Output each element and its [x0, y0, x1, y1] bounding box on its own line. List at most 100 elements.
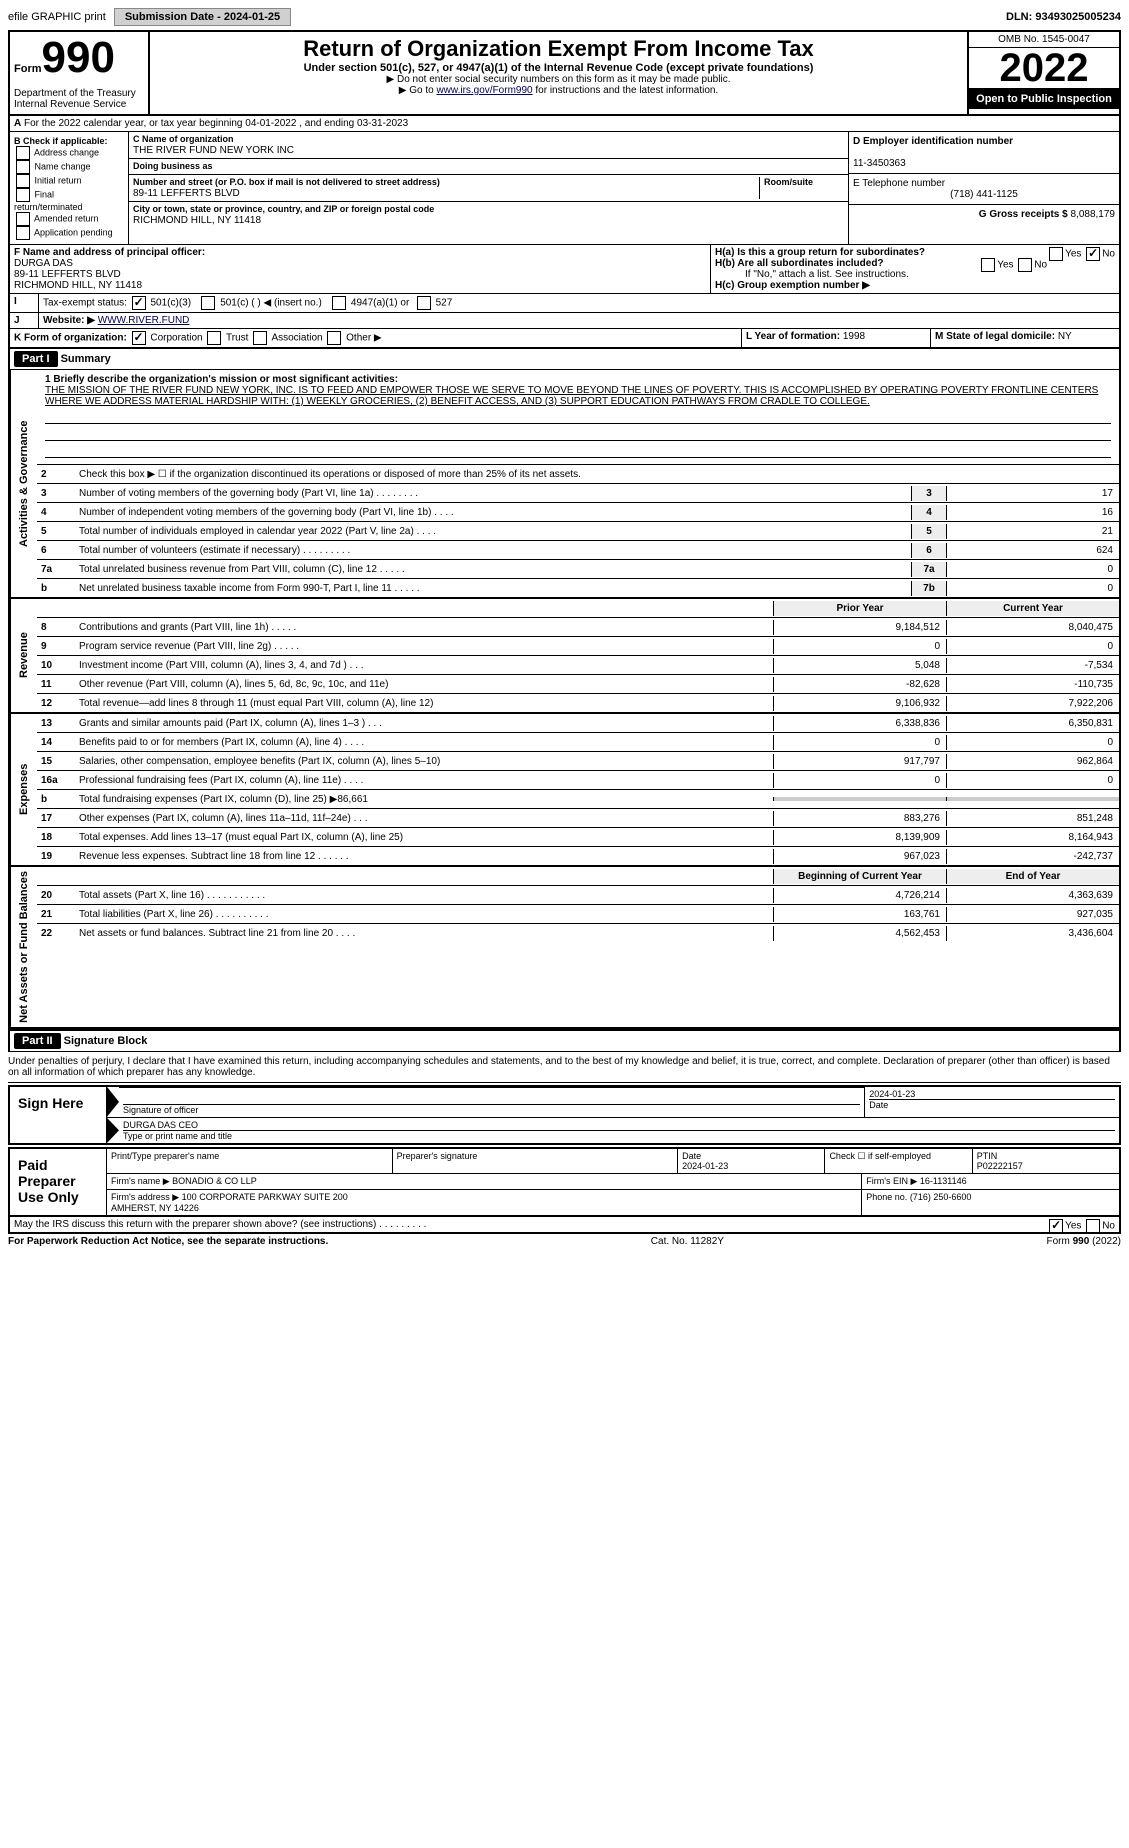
mission-area: 1 Briefly describe the organization's mi… [37, 370, 1119, 465]
phone-label: E Telephone number [853, 178, 945, 189]
row-f-h: F Name and address of principal officer:… [8, 245, 1121, 294]
phone-value: (718) 441-1125 [853, 189, 1115, 200]
city-label: City or town, state or province, country… [133, 204, 434, 214]
table-row: 13Grants and similar amounts paid (Part … [37, 714, 1119, 733]
cb-label-1: Name change [35, 161, 91, 171]
checkbox-hb-no[interactable] [1018, 258, 1032, 272]
officer-street: 89-11 LEFFERTS BLVD [14, 269, 121, 280]
arrow-icon-2 [107, 1118, 119, 1143]
part-1-header: Part I Summary [8, 349, 1121, 370]
h-c-label: H(c) Group exemption number ▶ [715, 280, 870, 291]
checkbox-discuss-no[interactable] [1086, 1219, 1100, 1233]
part-1-label: Part I [14, 351, 58, 367]
table-row: 18Total expenses. Add lines 13–17 (must … [37, 828, 1119, 847]
prep-name-label: Print/Type preparer's name [107, 1149, 393, 1173]
penalties-text: Under penalties of perjury, I declare th… [8, 1052, 1121, 1083]
discuss-text: May the IRS discuss this return with the… [14, 1219, 426, 1230]
footer-mid: Cat. No. 11282Y [651, 1236, 724, 1247]
tax-year: 2022 [969, 48, 1119, 89]
cb-label-2: Initial return [35, 175, 82, 185]
website-label: Website: ▶ [43, 315, 95, 326]
checkbox-corporation[interactable] [132, 331, 146, 345]
cb-label-0: Address change [34, 147, 99, 157]
prep-sig-label: Preparer's signature [393, 1149, 679, 1173]
opt-527: 527 [436, 298, 453, 309]
efile-label: efile GRAPHIC print [8, 11, 106, 23]
form-subtitle-3: ▶ Go to www.irs.gov/Form990 for instruct… [154, 85, 963, 96]
table-row: 3Number of voting members of the governi… [37, 484, 1119, 503]
net-current-header: End of Year [946, 869, 1119, 884]
box-c: C Name of organization THE RIVER FUND NE… [129, 132, 848, 244]
checkbox-other[interactable] [327, 331, 341, 345]
sign-here-label: Sign Here [10, 1087, 107, 1143]
table-row: 20Total assets (Part X, line 16) . . . .… [37, 886, 1119, 905]
sign-date-label: Date [869, 1099, 1115, 1110]
checkbox-501c3[interactable] [132, 296, 146, 310]
sidetab-expenses: Expenses [10, 714, 37, 865]
ha-no: No [1102, 249, 1115, 260]
checkbox-hb-yes[interactable] [981, 258, 995, 272]
checkbox-initial-return[interactable] [16, 174, 30, 188]
checkbox-527[interactable] [417, 296, 431, 310]
checkbox-4947[interactable] [332, 296, 346, 310]
arrow-icon [107, 1087, 119, 1117]
firm-name-label: Firm's name ▶ [111, 1176, 170, 1186]
checkbox-pending[interactable] [16, 226, 30, 240]
website-link[interactable]: WWW.RIVER.FUND [98, 315, 190, 326]
sidetab-governance: Activities & Governance [10, 370, 37, 597]
table-row: 8Contributions and grants (Part VIII, li… [37, 618, 1119, 637]
year-formation: 1998 [843, 331, 865, 342]
checkbox-501c[interactable] [201, 296, 215, 310]
irs-link[interactable]: www.irs.gov/Form990 [436, 85, 532, 96]
table-row: 7aTotal unrelated business revenue from … [37, 560, 1119, 579]
dln-label: DLN: 93493025005234 [1006, 11, 1121, 23]
table-row: 14Benefits paid to or for members (Part … [37, 733, 1119, 752]
table-row: 9Program service revenue (Part VIII, lin… [37, 637, 1119, 656]
checkbox-name-change[interactable] [16, 160, 30, 174]
checkbox-final-return[interactable] [16, 188, 30, 202]
cb-label-5: Application pending [34, 227, 113, 237]
paid-preparer-block: Paid Preparer Use Only Print/Type prepar… [8, 1147, 1121, 1217]
org-name-label: C Name of organization [133, 134, 234, 144]
checkbox-amended[interactable] [16, 212, 30, 226]
firm-name: BONADIO & CO LLP [172, 1176, 257, 1186]
table-row: 19Revenue less expenses. Subtract line 1… [37, 847, 1119, 865]
net-header-row: Beginning of Current Year End of Year [37, 867, 1119, 886]
sub3-pre: ▶ Go to [399, 85, 437, 96]
revenue-header-row: Prior Year Current Year [37, 599, 1119, 618]
checkbox-discuss-yes[interactable] [1049, 1219, 1063, 1233]
table-row: 15Salaries, other compensation, employee… [37, 752, 1119, 771]
opt-trust: Trust [226, 333, 248, 344]
prep-date: 2024-01-23 [682, 1161, 728, 1171]
opt-other: Other ▶ [346, 333, 381, 344]
ein-value: 11-3450363 [853, 158, 906, 169]
tax-status-label: Tax-exempt status: [43, 298, 127, 309]
row-j: J Website: ▶ WWW.RIVER.FUND [8, 313, 1121, 329]
footer-right: Form 990 (2022) [1047, 1236, 1121, 1247]
row-a-tax-year: A For the 2022 calendar year, or tax yea… [8, 116, 1121, 132]
firm-ein: 16-1131146 [920, 1176, 967, 1186]
expenses-block: Expenses 13Grants and similar amounts pa… [8, 714, 1121, 867]
checkbox-ha-no[interactable] [1086, 247, 1100, 261]
firm-ein-label: Firm's EIN ▶ [866, 1176, 917, 1186]
line-2: 2 Check this box ▶ ☐ if the organization… [37, 465, 1119, 484]
checkbox-association[interactable] [253, 331, 267, 345]
checkbox-ha-yes[interactable] [1049, 247, 1063, 261]
sub3-post: for instructions and the latest informat… [533, 85, 719, 96]
line-2-desc: Check this box ▶ ☐ if the organization d… [75, 467, 1119, 482]
h-b-note: If "No," attach a list. See instructions… [715, 269, 1115, 280]
checkbox-trust[interactable] [207, 331, 221, 345]
checkbox-address-change[interactable] [16, 146, 30, 160]
part-2-title: Signature Block [64, 1035, 148, 1047]
hb-yes: Yes [997, 260, 1013, 271]
submission-date-button[interactable]: Submission Date - 2024-01-25 [114, 8, 291, 26]
form-title: Return of Organization Exempt From Incom… [154, 36, 963, 62]
form-word: Form [14, 63, 42, 75]
table-row: bTotal fundraising expenses (Part IX, co… [37, 790, 1119, 809]
governance-block: Activities & Governance 1 Briefly descri… [8, 370, 1121, 599]
ptin-label: PTIN [977, 1151, 998, 1161]
prior-year-header: Prior Year [773, 601, 946, 616]
table-row: 17Other expenses (Part IX, column (A), l… [37, 809, 1119, 828]
ha-yes: Yes [1065, 249, 1081, 260]
firm-addr-label: Firm's address ▶ [111, 1192, 179, 1202]
